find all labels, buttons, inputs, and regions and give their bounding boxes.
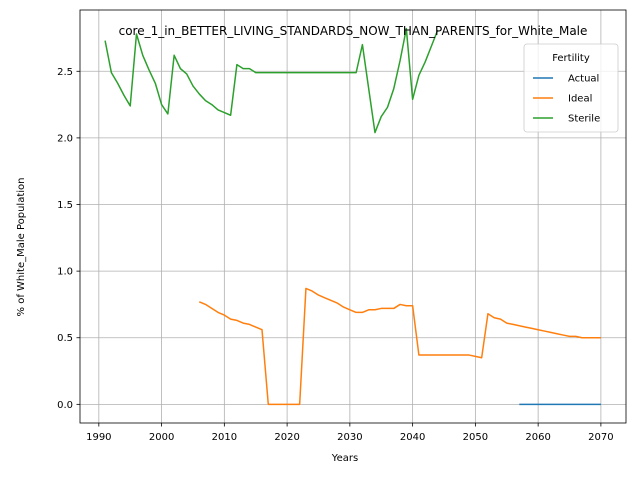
legend-label-ideal: Ideal [568,94,592,105]
y-tick-label: 2.5 [57,67,73,78]
x-tick-label: 2050 [463,432,488,443]
x-axis-label: Years [331,453,358,464]
chart-title: core_1_in_BETTER_LIVING_STANDARDS_NOW_TH… [119,24,588,38]
series-lines [104,27,601,406]
legend: Fertility Actual Ideal Sterile [523,43,619,133]
legend-label-sterile: Sterile [568,114,600,125]
x-tick-label: 2070 [588,432,613,443]
y-tick-label: 0.0 [57,400,73,411]
x-tick-label: 2040 [400,432,425,443]
legend-box [523,43,619,133]
x-axis-ticks: 1990 2000 2010 2020 2030 2040 2050 2060 2070 [86,423,614,443]
x-tick-label: 2060 [525,432,550,443]
y-axis-label: % of White_Male Population [16,178,27,317]
x-tick-label: 2000 [149,432,174,443]
y-tick-label: 1.0 [57,267,73,278]
x-tick-label: 2030 [337,432,362,443]
x-tick-label: 2010 [212,432,237,443]
y-tick-label: 1.5 [57,200,73,211]
plot-frame [79,9,627,424]
legend-items: Actual Ideal Sterile [533,74,600,125]
series-line-ideal [198,287,601,406]
y-tick-label: 0.5 [57,333,73,344]
series-line-sterile [104,27,439,134]
legend-label-actual: Actual [568,74,599,85]
y-axis-ticks: 0.0 0.5 1.0 1.5 2.0 2.5 [57,67,80,411]
y-tick-label: 2.0 [57,133,73,144]
x-tick-label: 1990 [86,432,111,443]
x-tick-label: 2020 [274,432,299,443]
legend-title: Fertility [552,53,590,64]
